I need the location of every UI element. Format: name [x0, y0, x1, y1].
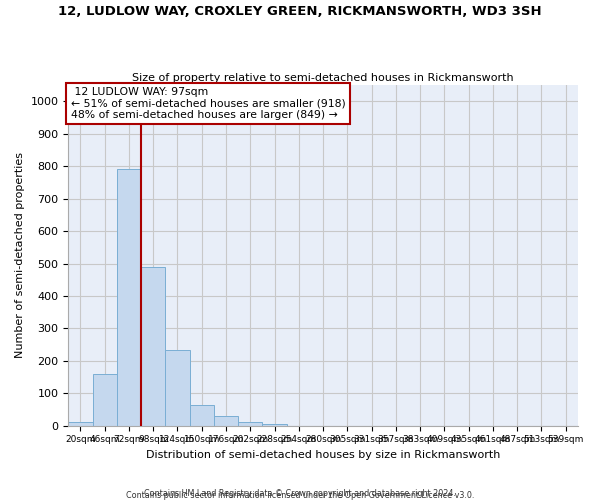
- Bar: [166, 350, 190, 426]
- Bar: [262, 424, 287, 426]
- X-axis label: Distribution of semi-detached houses by size in Rickmansworth: Distribution of semi-detached houses by …: [146, 450, 500, 460]
- Bar: [68, 422, 92, 426]
- Bar: [92, 374, 117, 426]
- Text: 12, LUDLOW WAY, CROXLEY GREEN, RICKMANSWORTH, WD3 3SH: 12, LUDLOW WAY, CROXLEY GREEN, RICKMANSW…: [58, 5, 542, 18]
- Bar: [238, 422, 262, 426]
- Text: Contains HM Land Registry data © Crown copyright and database right 2024.: Contains HM Land Registry data © Crown c…: [144, 488, 456, 498]
- Y-axis label: Number of semi-detached properties: Number of semi-detached properties: [15, 152, 25, 358]
- Bar: [141, 267, 166, 426]
- Bar: [214, 416, 238, 426]
- Title: Size of property relative to semi-detached houses in Rickmansworth: Size of property relative to semi-detach…: [132, 73, 514, 83]
- Bar: [190, 404, 214, 425]
- Bar: [117, 170, 141, 426]
- Text: Contains public sector information licensed under the Open Government Licence v3: Contains public sector information licen…: [126, 491, 474, 500]
- Text: 12 LUDLOW WAY: 97sqm
← 51% of semi-detached houses are smaller (918)
48% of semi: 12 LUDLOW WAY: 97sqm ← 51% of semi-detac…: [71, 87, 346, 120]
